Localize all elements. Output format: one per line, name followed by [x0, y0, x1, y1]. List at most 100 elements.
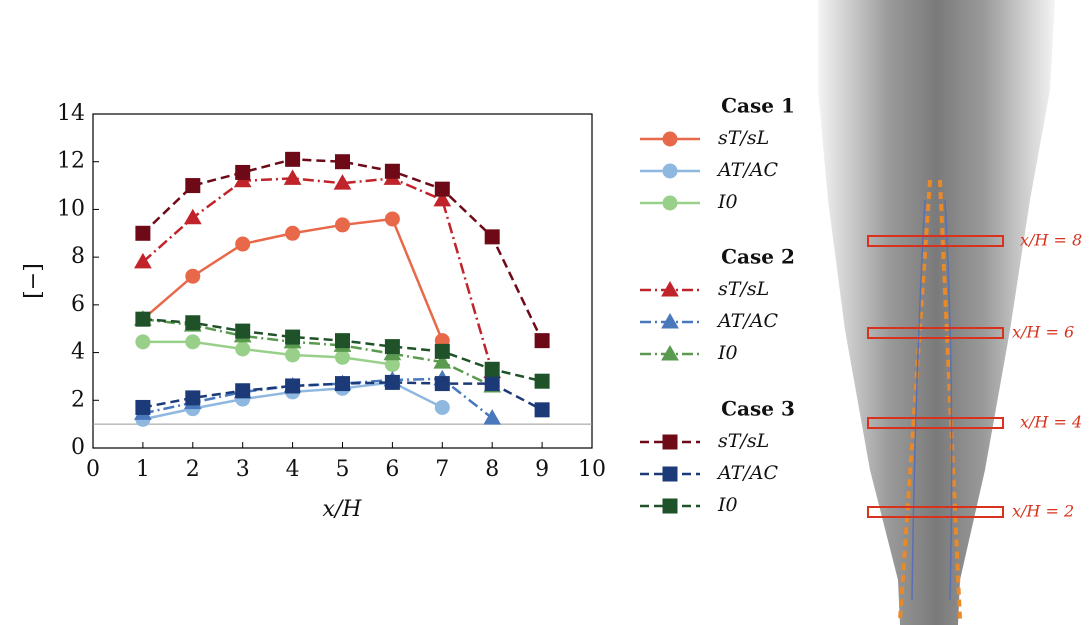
data-point [235, 341, 251, 357]
legend-label: I0 [717, 494, 738, 516]
data-point [183, 208, 202, 225]
data-point [335, 217, 350, 233]
slice-label: x/H = 4 [1020, 413, 1082, 432]
x-tick-label: 5 [336, 457, 350, 482]
data-point [285, 378, 301, 394]
x-tick-label: 6 [385, 457, 399, 482]
data-point [235, 383, 251, 399]
x-tick-label: 1 [136, 457, 150, 482]
x-axis-label: x/H [322, 497, 362, 522]
x-tick-label: 0 [86, 457, 100, 482]
data-point [283, 169, 302, 185]
y-axis-label: [−] [21, 263, 46, 299]
data-point [384, 163, 400, 179]
legend-label: AT/AC [716, 462, 778, 484]
data-point [433, 190, 452, 207]
legend-marker [662, 498, 678, 514]
legend-group-title: Case 2 [721, 245, 795, 269]
x-tick-label: 4 [286, 457, 300, 482]
data-point [384, 339, 400, 355]
slice-label: x/H = 2 [1012, 502, 1074, 521]
data-point [335, 333, 350, 349]
x-tick-label: 9 [535, 457, 549, 482]
legend-label: I0 [717, 342, 738, 364]
x-tick-label: 2 [186, 457, 200, 482]
data-point [135, 399, 151, 415]
slice-box [867, 417, 1004, 429]
series-line [142, 158, 544, 342]
x-tick-label: 10 [578, 457, 606, 482]
flame-front [898, 179, 962, 621]
data-point [483, 409, 502, 425]
x-tick-label: 8 [485, 457, 499, 482]
data-point [285, 347, 301, 363]
data-point [384, 374, 400, 390]
data-point [434, 343, 450, 359]
data-point [534, 333, 550, 349]
data-point [484, 361, 500, 377]
data-point [235, 236, 251, 252]
slice-box [867, 235, 1004, 247]
data-point [484, 229, 500, 245]
y-tick-label: 4 [71, 340, 85, 365]
plume-image [818, 0, 1055, 625]
data-point [135, 225, 151, 241]
data-point [285, 151, 301, 167]
legend-marker [661, 312, 679, 329]
y-tick-label: 12 [57, 149, 85, 174]
data-point [484, 376, 500, 392]
legend-marker [662, 131, 678, 147]
data-point [235, 323, 251, 339]
data-point [185, 390, 201, 406]
legend-group-title: Case 1 [721, 94, 795, 118]
legend-marker [662, 434, 678, 450]
data-point [185, 334, 201, 350]
y-tick-label: 8 [71, 244, 85, 269]
slice-box [867, 327, 1004, 339]
data-point [335, 349, 350, 365]
slice-label: x/H = 8 [1020, 231, 1082, 250]
slice-label: x/H = 6 [1012, 323, 1074, 342]
legend-label: AT/AC [716, 310, 778, 332]
series-line [142, 317, 493, 388]
legend-group-title: Case 3 [721, 397, 795, 421]
series-line [142, 177, 494, 373]
legend-marker [662, 466, 678, 482]
y-tick-label: 14 [57, 101, 85, 126]
y-tick-label: 0 [71, 435, 85, 460]
data-point [335, 376, 350, 392]
data-point [333, 174, 352, 190]
data-point [285, 329, 301, 345]
data-point [434, 181, 450, 197]
legend-label: sT/sL [718, 278, 769, 300]
data-point [434, 376, 450, 392]
legend-label: AT/AC [716, 159, 778, 181]
data-point [134, 252, 152, 269]
iso-lines [911, 199, 953, 601]
x-tick-label: 7 [435, 457, 449, 482]
data-point [185, 315, 201, 331]
data-point [433, 353, 452, 369]
legend-marker [661, 344, 679, 361]
data-point [235, 164, 251, 180]
legend-label: I0 [717, 191, 738, 213]
data-point [135, 334, 151, 350]
data-point [135, 311, 151, 327]
data-point [335, 154, 350, 170]
legend-marker [662, 163, 678, 179]
data-point [534, 373, 550, 389]
series-line [142, 340, 393, 366]
data-point [185, 268, 201, 284]
slice-box [867, 506, 1004, 518]
data-point [285, 225, 301, 241]
data-point [534, 402, 550, 418]
y-tick-label: 6 [71, 292, 85, 317]
data-point [384, 211, 400, 227]
legend-marker [661, 280, 679, 297]
flame-panel [818, 0, 1055, 625]
x-tick-label: 3 [236, 457, 250, 482]
data-point [434, 399, 450, 415]
legend-label: sT/sL [718, 127, 769, 149]
data-point [185, 178, 201, 194]
